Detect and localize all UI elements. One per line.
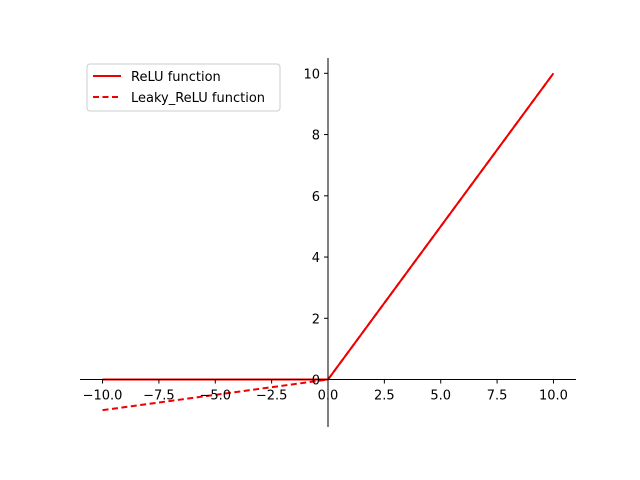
- axes-layer: −10.0 −7.5 −5.0 −2.5 0.0 2.5 5.0 7.5 10.0 0 2 4 6 8 10: [80, 58, 576, 427]
- legend-label-1: Leaky_ReLU function: [131, 91, 265, 106]
- legend: ReLU function Leaky_ReLU function: [86, 63, 281, 112]
- x-tick-label: −5.0: [199, 389, 231, 404]
- y-tick-label: 4: [312, 251, 320, 266]
- legend-frame: [86, 63, 281, 112]
- y-tick-label: 6: [312, 190, 320, 205]
- y-tick-label: 10: [303, 67, 320, 82]
- x-tick-label: −10.0: [83, 389, 123, 404]
- x-tick-label: 2.5: [374, 389, 395, 404]
- y-tick-label: 0: [312, 374, 320, 389]
- y-tick-label: 8: [312, 129, 320, 144]
- x-tick-label: 0.0: [318, 389, 339, 404]
- x-tick-label: −7.5: [143, 389, 175, 404]
- legend-label-0: ReLU function: [131, 70, 221, 85]
- x-tick-label: 5.0: [430, 389, 451, 404]
- y-tick-label: 2: [312, 312, 320, 327]
- x-tick-label: −2.5: [256, 389, 288, 404]
- x-tick-label: 7.5: [487, 389, 508, 404]
- x-tick-label: 10.0: [539, 389, 568, 404]
